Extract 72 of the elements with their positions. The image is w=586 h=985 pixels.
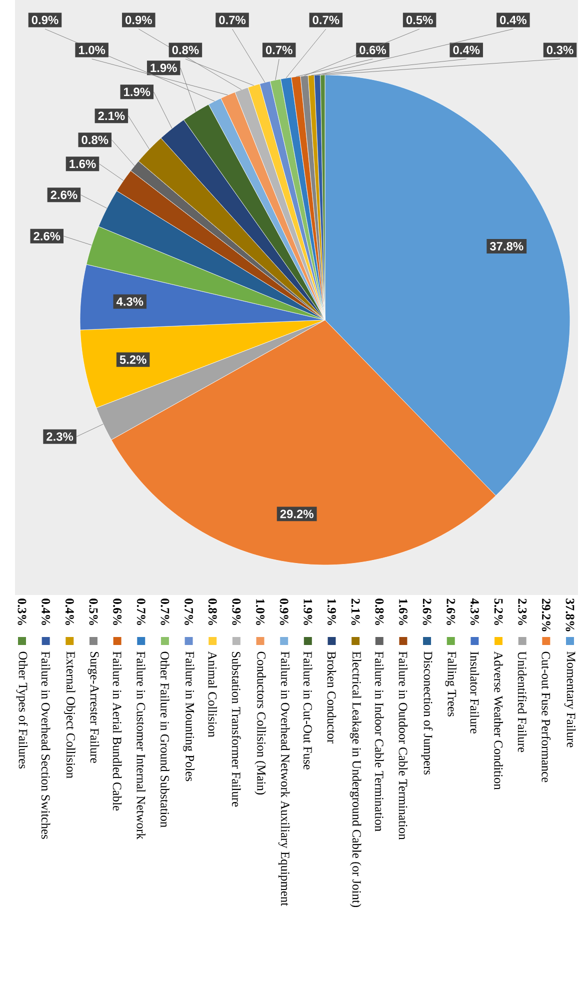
data-label: 2.6% [50, 190, 78, 200]
legend-label: Falling Trees [445, 652, 457, 716]
text: 37.8% [566, 598, 574, 632]
data-label: 1.0% [78, 46, 106, 54]
legend-label: Failure in Cut-Out Fuse [304, 652, 312, 770]
data-label: 0.7% [266, 46, 292, 54]
legend-label: Unidentified Failure [518, 651, 527, 752]
text: 5.2% [494, 598, 503, 626]
legend-label: Broken Conductor [327, 652, 336, 744]
data-label: 4.3% [116, 297, 144, 306]
data-label: 0.8% [172, 46, 199, 54]
legend-label: Animal Collision [208, 651, 217, 738]
data-label: 0.3% [546, 46, 574, 54]
legend-label: Disconection of Jumpers [421, 652, 433, 775]
legend-label: Failure in Indoor Cable Termination [375, 652, 384, 832]
legend-label: Conductors Collision (Main) [254, 652, 266, 795]
text: 0.8% [208, 598, 217, 626]
legend-label: Momentary Failure [564, 652, 576, 748]
data-label: 0.4% [453, 46, 480, 54]
legend-label: Cut-out Fuse Performance [542, 652, 551, 782]
text: 0.9% [232, 598, 241, 626]
data-label: 29.2% [280, 510, 314, 518]
text: 0.7% [136, 598, 146, 626]
legend-label: Insulator Failure [470, 652, 480, 734]
legend-label: Failure in Overhead Section Switches [41, 652, 50, 839]
data-label: 37.8% [490, 242, 524, 250]
data-label: 2.1% [98, 112, 125, 120]
legend-label: Surge-Arrester Failure [88, 652, 100, 763]
legend-label: Failure in Customer Internal Network [136, 652, 146, 840]
text: 0.8% [375, 598, 384, 626]
data-label: 0.7% [312, 16, 340, 24]
data-label: 2.6% [34, 232, 60, 240]
data-label: 0.9% [32, 16, 58, 24]
legend-label: Adverse Weather Condition [494, 651, 503, 790]
data-label: 0.6% [360, 46, 386, 54]
text: 1.9% [328, 599, 336, 626]
legend-label: External Object Collision [64, 652, 76, 778]
text: 29.2% [542, 598, 550, 632]
data-label: 2.3% [46, 432, 74, 441]
data-label: 0.5% [406, 16, 433, 24]
legend-label: Failure in Overhead Network Auxiliary Equipment [278, 652, 290, 906]
data-label: 0.4% [500, 16, 526, 24]
legend-label: Other Failure in Ground Substation [160, 652, 170, 828]
text: 1.0% [256, 599, 264, 626]
text: 0.7% [184, 598, 194, 626]
text: 2.6% [422, 598, 432, 626]
text: 0.7% [160, 598, 170, 626]
text: 0.4% [65, 598, 74, 626]
text: 2.6% [446, 598, 456, 626]
data-label: 1.6% [70, 160, 96, 168]
text: 1.9% [304, 599, 312, 626]
legend-label: Other Types of Failures [16, 652, 28, 768]
text: 0.6% [113, 598, 122, 626]
legend-label: Failure in Mounting Poles [183, 652, 194, 782]
text: 2.3% [518, 598, 527, 626]
data-label: 1.9% [150, 64, 177, 72]
data-label: 0.7% [219, 16, 246, 24]
legend-label: Failure in Outdoor Cable Termination [398, 652, 408, 840]
text: 1.6% [398, 599, 408, 626]
data-label: 0.9% [125, 16, 152, 24]
data-label: 5.2% [120, 355, 146, 364]
text: 2.1% [351, 598, 360, 626]
data-label: 0.8% [82, 136, 108, 144]
text: 0.3% [18, 598, 26, 626]
legend-label: Failure in Aerial Bundled Cable [112, 652, 122, 811]
legend-label: Substation Transformer Failure [232, 652, 241, 807]
text: 0.5% [89, 598, 98, 626]
text: 4.3% [470, 598, 479, 626]
legend-label: Electrical Leakage in Underground Cable (or Joint) [350, 652, 362, 908]
data-label: 1.9% [124, 88, 150, 96]
text: 0.4% [42, 598, 50, 626]
text: 0.9% [280, 598, 288, 626]
